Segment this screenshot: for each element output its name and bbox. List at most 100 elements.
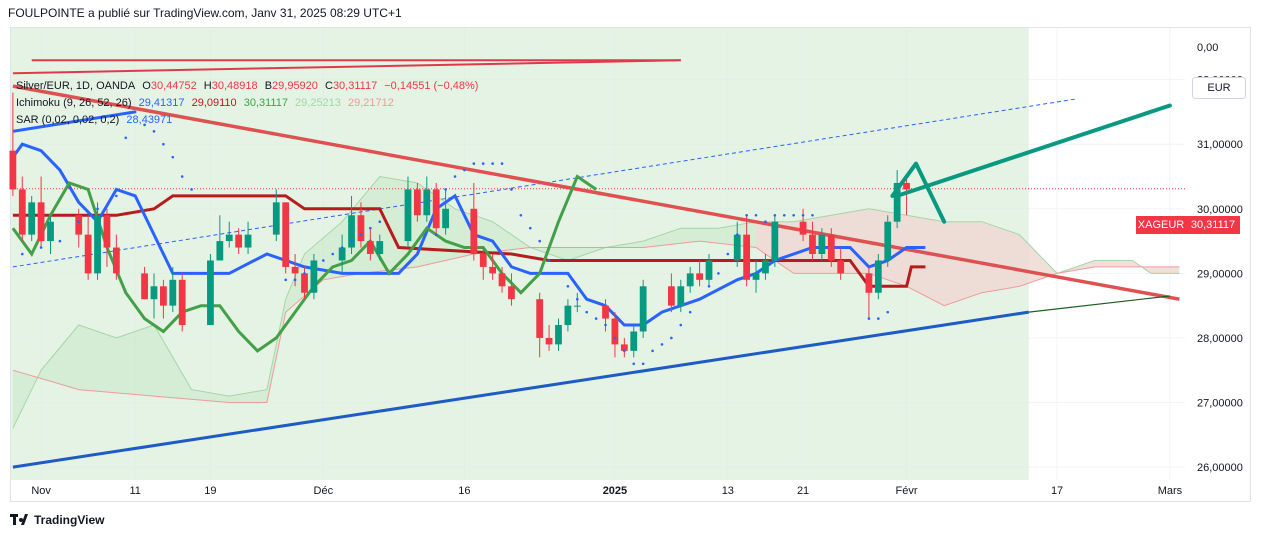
sar-dot	[77, 220, 81, 224]
x-tick-label: 16	[458, 485, 470, 497]
candle-body	[508, 286, 515, 300]
legend-ichimoku[interactable]: Ichimoku (9, 26, 52, 26) 29,41317 29,091…	[16, 97, 398, 109]
sar-dot	[867, 317, 871, 320]
legend-close: 30,31117	[332, 80, 378, 92]
sar-dot	[350, 239, 353, 243]
sar-dot	[792, 213, 795, 217]
sar-dot	[773, 213, 777, 217]
candle-body	[244, 234, 252, 248]
sar-dot	[547, 259, 551, 262]
publish-header: FOULPOINTE a publié sur TradingView.com,…	[8, 6, 402, 20]
sar-dot	[58, 239, 62, 243]
sar-dot	[322, 259, 325, 262]
sar-dot	[670, 336, 673, 340]
candle-body	[705, 260, 713, 280]
candle-body	[18, 189, 26, 235]
candle-body	[827, 234, 835, 261]
x-tick-label: Mars	[1158, 485, 1183, 497]
y-axis: 0,0032,0000031,0000030,0000029,0000028,0…	[1197, 42, 1243, 474]
arrow-shaft	[895, 103, 1172, 198]
candle-body	[423, 189, 431, 216]
candle-body	[272, 202, 280, 235]
sar-dot	[434, 233, 438, 236]
candle-body	[169, 279, 177, 306]
candle-body	[376, 241, 384, 254]
senkou-b-line	[12, 240, 1180, 403]
sar-dot	[604, 323, 607, 327]
blue-top-line	[12, 110, 136, 133]
sar-dot	[811, 213, 814, 217]
legend-ichimoku-senkou-b: 29,21712	[347, 97, 394, 109]
sar-dot	[152, 130, 156, 133]
sar-dot	[303, 272, 306, 275]
legend-sar[interactable]: SAR (0,02, 0,02, 0,2) 28,43971	[16, 114, 176, 126]
sar-dot	[340, 246, 344, 249]
sar-dot	[613, 336, 617, 340]
legend-open: 30,44752	[150, 80, 197, 92]
y-tick-label: 26,00000	[1197, 462, 1243, 474]
legend-h-label: H	[203, 80, 212, 92]
legend-symbol[interactable]: Silver/EUR, 1D, OANDA O30,44752 H30,4891…	[16, 80, 482, 92]
sar-dot	[651, 349, 654, 353]
kijun-line	[12, 194, 926, 288]
candles	[9, 92, 910, 358]
candle-body	[620, 344, 628, 351]
candle-body	[639, 286, 647, 332]
candle-body	[37, 202, 45, 242]
x-axis: Nov 11 19 Déc 16 2025 13 21 Févr 17 Mars	[31, 485, 1182, 497]
sar-dot	[369, 226, 372, 230]
sar-dot	[735, 233, 739, 236]
red-wedge-bottom-line	[12, 59, 681, 75]
candle-body	[282, 202, 290, 267]
candle-body	[178, 279, 186, 326]
sar-dot	[39, 246, 43, 249]
x-tick-label: 13	[722, 485, 734, 497]
sar-dot	[745, 213, 748, 217]
tradingview-footer[interactable]: TradingView	[10, 513, 104, 527]
candle-body	[75, 215, 83, 235]
sar-dot	[576, 297, 579, 301]
sar-dot	[115, 194, 118, 198]
sar-dot	[688, 310, 692, 314]
candle-body	[366, 241, 374, 254]
sar-dot	[293, 278, 297, 282]
last-price-tag: 30,31117	[1186, 216, 1240, 234]
annotation-arrow	[890, 103, 1172, 224]
candle-body	[348, 215, 355, 248]
candle-body	[479, 254, 487, 267]
candle-body	[9, 150, 17, 190]
sar-dot	[284, 278, 287, 282]
candle-body	[545, 337, 553, 345]
chart-frame	[10, 27, 1251, 502]
candle-body	[903, 182, 910, 190]
candle-body	[338, 247, 346, 261]
symbol-tag: XAGEUR	[1136, 216, 1186, 234]
x-tick-label: Févr	[896, 485, 918, 497]
candle-body	[94, 215, 101, 274]
candle-body	[301, 273, 308, 293]
candle-body	[47, 221, 54, 242]
candle-body	[207, 260, 214, 326]
sar-dot	[707, 284, 711, 288]
candle-body	[837, 260, 845, 274]
candle-body	[291, 266, 299, 274]
candle-body	[818, 234, 826, 254]
candle-body	[865, 273, 873, 293]
sar-dot	[500, 162, 504, 165]
sar-dot	[472, 162, 476, 165]
candle-body	[112, 247, 120, 274]
sar-dot	[171, 155, 175, 159]
candle-body	[310, 260, 318, 293]
candle-body	[696, 273, 703, 280]
sar-dot	[801, 213, 805, 217]
candle-body	[752, 273, 760, 280]
sar-dot	[623, 349, 626, 353]
legend-ichimoku-tenkan: 29,41317	[138, 97, 185, 109]
legend-ichimoku-kijun: 29,09110	[191, 97, 237, 109]
candle-body	[611, 318, 619, 345]
y-tick-label: 29,00000	[1197, 268, 1243, 280]
sar-dot	[698, 297, 701, 301]
candle-body	[564, 305, 572, 326]
currency-button[interactable]: EUR	[1192, 77, 1246, 99]
